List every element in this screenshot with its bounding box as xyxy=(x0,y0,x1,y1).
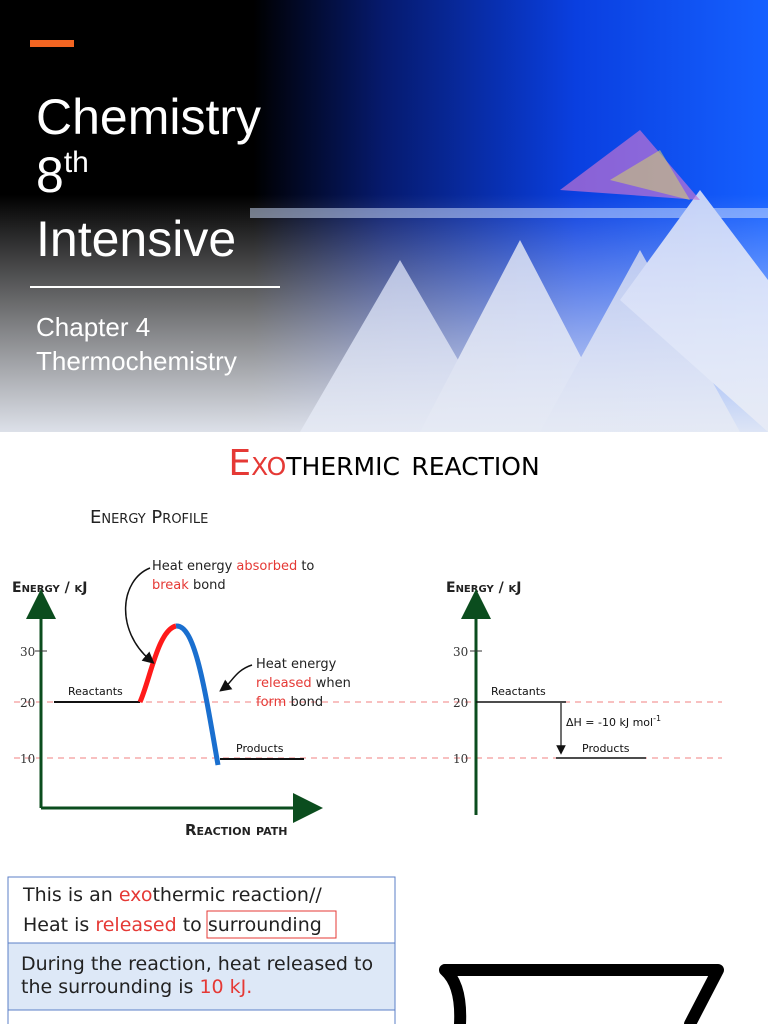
falling-curve xyxy=(175,623,221,766)
tick-label: 20 xyxy=(20,696,35,710)
annotation: form bond xyxy=(256,695,323,710)
rising-curve xyxy=(137,623,178,704)
annotation-arrow xyxy=(219,664,253,692)
delta-h-text: ΔH = -10 kJ mol xyxy=(566,716,653,729)
enthalpy-diagram: Energy / kJ 30 20 10 Reactants Products … xyxy=(446,580,661,815)
cover: Chemistry 8th Intensive Chapter 4 Thermo… xyxy=(0,0,768,432)
note-box xyxy=(7,876,396,944)
note-part: the surrounding is xyxy=(21,976,199,998)
edition-number: 8 xyxy=(36,147,64,203)
delta-h-exponent: -1 xyxy=(653,714,661,723)
note-part: to xyxy=(177,914,208,936)
cover-edition: 8th xyxy=(36,146,89,203)
accent-bar xyxy=(30,40,74,47)
note-part: exo xyxy=(119,884,153,906)
tick-label: 10 xyxy=(453,752,468,766)
note-part: thermic reaction// xyxy=(152,884,322,906)
annotation: Heat energy absorbed to xyxy=(152,559,314,574)
note-part: absorbed xyxy=(236,559,297,574)
note-part: surrounding xyxy=(208,914,322,936)
note-line: This is an exothermic reaction// xyxy=(22,884,322,906)
note-part: Heat is xyxy=(23,914,95,936)
note-part: 10 kJ xyxy=(199,976,246,998)
note-part: Heat energy xyxy=(152,559,236,574)
heading-highlight: Exo xyxy=(228,443,286,484)
annotation-arrow xyxy=(124,567,155,664)
note-part: released xyxy=(256,676,312,691)
note-box xyxy=(7,942,396,1011)
x-axis-label: Reaction path xyxy=(185,821,287,839)
note-box xyxy=(7,1009,396,1024)
beaker xyxy=(439,964,724,1024)
note-part: form xyxy=(256,695,286,710)
note-part: released xyxy=(95,914,176,936)
products-label: Products xyxy=(582,742,630,755)
reactants-label: Reactants xyxy=(68,685,123,698)
cover-fade xyxy=(0,0,768,432)
note-part: break xyxy=(152,578,189,593)
delta-h: ΔH = -10 kJ mol-1 xyxy=(566,714,661,729)
annotation: released when xyxy=(256,676,351,691)
highlight-box xyxy=(206,910,337,939)
y-axis-label: Energy / kJ xyxy=(446,580,522,596)
note-part: bond xyxy=(189,578,226,593)
cover-title-line: Intensive xyxy=(36,211,236,267)
cover-title: Chemistry xyxy=(36,89,261,145)
section-label: Energy Profile xyxy=(90,507,208,528)
cover-subtitle: Thermochemistry xyxy=(36,346,237,376)
note-part: when xyxy=(312,676,351,691)
tick-label: 30 xyxy=(20,645,35,659)
annotation: break bond xyxy=(152,578,226,593)
cover-subtitle: Chapter 4 xyxy=(36,312,150,342)
note-part: to xyxy=(297,559,314,574)
notes: This is an exothermic reaction// Heat is… xyxy=(7,876,396,1024)
page-heading: Exothermic reaction xyxy=(228,443,539,484)
annotation: Heat energy xyxy=(256,657,337,672)
tick-label: 20 xyxy=(453,696,468,710)
y-axis-label: Energy / kJ xyxy=(12,580,88,596)
note-line: During the reaction, heat released to xyxy=(21,953,373,975)
heading-rest: thermic reaction xyxy=(285,443,539,484)
note-line: Heat is released to surrounding xyxy=(23,914,322,936)
note-part: bond xyxy=(286,695,323,710)
tick-label: 30 xyxy=(453,645,468,659)
products-label: Products xyxy=(236,742,284,755)
reactants-label: Reactants xyxy=(491,685,546,698)
edition-suffix: th xyxy=(64,146,89,179)
note-line: the surrounding is 10 kJ. xyxy=(21,976,252,998)
note-part: This is an xyxy=(22,884,119,906)
tick-label: 10 xyxy=(20,752,35,766)
energy-profile: Energy / kJ 30 20 10 Reactants Products … xyxy=(12,559,351,839)
note-part: . xyxy=(246,976,252,998)
